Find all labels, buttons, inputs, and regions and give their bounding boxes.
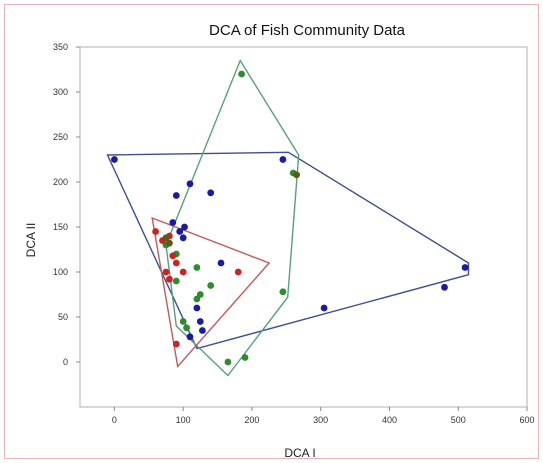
- x-tick-label: 500: [451, 415, 466, 425]
- chart-title: DCA of Fish Community Data: [209, 22, 406, 39]
- point-s3-7: [162, 268, 170, 276]
- x-tick-label: 100: [176, 415, 191, 425]
- chart-frame: [4, 4, 539, 459]
- point-s2-4: [193, 264, 201, 271]
- point-s1-13: [186, 333, 194, 341]
- plot-area: [79, 46, 528, 408]
- y-axis-label: DCA II: [24, 223, 38, 258]
- point-s1-7: [179, 234, 187, 242]
- point-s1-12: [199, 327, 206, 334]
- x-tick-label: 600: [519, 415, 534, 425]
- point-s1-4: [207, 189, 215, 197]
- point-s2-12: [241, 354, 249, 361]
- point-s3-8: [166, 275, 173, 283]
- point-s2-11: [224, 358, 232, 366]
- point-s3-10: [172, 340, 180, 348]
- y-tick-label: 100: [53, 267, 68, 277]
- y-tick-label: 0: [63, 357, 68, 367]
- point-s1-14: [279, 156, 287, 163]
- point-s3-4: [169, 252, 177, 260]
- point-s3-5: [172, 259, 180, 267]
- y-tick-label: 200: [53, 177, 68, 187]
- hull-polygon-3: [151, 216, 271, 369]
- point-s2-5: [172, 277, 180, 285]
- point-s4-3: [293, 171, 300, 179]
- x-tick-label: 200: [244, 415, 259, 425]
- point-s1-10: [193, 304, 201, 312]
- point-s2-7: [207, 282, 215, 289]
- y-tick-label: 50: [58, 312, 68, 322]
- point-s1-11: [196, 318, 204, 325]
- point-s1-5: [169, 219, 177, 226]
- point-s4-2: [166, 239, 173, 247]
- point-s2-3: [279, 288, 287, 296]
- point-s3-9: [234, 268, 242, 276]
- x-axis-ticks: 0 100 200 300 400 500 600: [112, 407, 535, 425]
- point-s1-6: [176, 228, 184, 235]
- point-s3-1: [152, 228, 160, 235]
- point-s3-6: [179, 268, 187, 276]
- point-s2-10: [183, 324, 191, 332]
- x-tick-label: 300: [313, 415, 328, 425]
- hull-layer: [106, 58, 470, 377]
- hull-polygon-1: [106, 151, 470, 350]
- y-tick-label: 150: [53, 222, 68, 232]
- x-tick-label: 400: [382, 415, 397, 425]
- y-tick-label: 350: [53, 42, 68, 52]
- x-axis-label: DCA I: [284, 446, 315, 460]
- point-s1-15: [320, 304, 328, 312]
- point-s2-1: [238, 70, 246, 78]
- point-s1-9: [217, 259, 225, 267]
- point-layer: [111, 70, 469, 366]
- x-tick-label: 0: [112, 415, 117, 425]
- point-s1-17: [461, 264, 469, 271]
- point-s2-9: [179, 318, 187, 325]
- point-s1-3: [186, 180, 194, 188]
- y-axis-ticks: 0 50 100 150 200 250 300 350: [53, 42, 80, 367]
- point-s4-1: [162, 234, 170, 242]
- y-tick-label: 250: [53, 132, 68, 142]
- point-s1-1: [111, 156, 118, 163]
- point-s2-8: [193, 295, 201, 303]
- point-s1-2: [172, 192, 180, 199]
- point-s1-16: [441, 283, 448, 291]
- point-s1-8: [181, 223, 188, 231]
- y-tick-label: 300: [53, 87, 68, 97]
